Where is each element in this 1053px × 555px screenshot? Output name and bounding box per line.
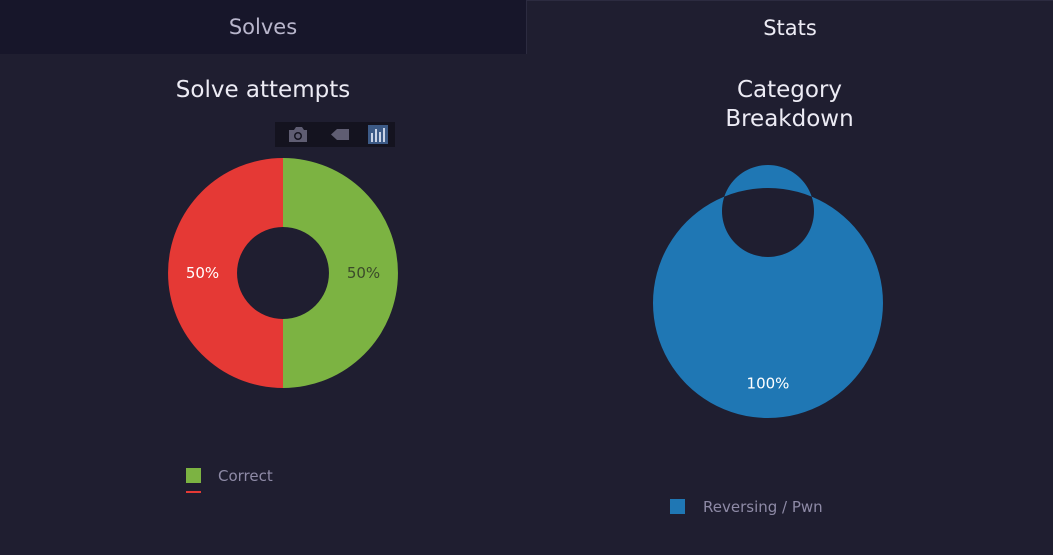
tab-stats[interactable]: Stats	[526, 0, 1053, 54]
category-breakdown-donut: 100%	[652, 164, 883, 418]
chart-title-line-1: Category	[736, 77, 843, 103]
legend-label-reversing-pwn[interactable]: Reversing / Pwn	[703, 498, 823, 516]
solve-attempts-panel: Solve attempts 50% 50%	[0, 54, 526, 555]
legend-swatch-reversing-pwn[interactable]	[670, 499, 685, 514]
solve-attempts-slice-0[interactable]	[283, 158, 398, 388]
legend-swatch-incorrect[interactable]	[186, 491, 201, 493]
category-breakdown-slice-label-0: 100%	[747, 375, 790, 393]
category-breakdown-panel: Category Breakdown 100% Reversing / Pwn	[526, 54, 1053, 555]
bar-chart-icon[interactable]	[367, 125, 389, 144]
tab-bar: Solves Stats	[0, 0, 1053, 54]
solve-attempts-slice-1[interactable]	[168, 158, 283, 388]
tab-solves[interactable]: Solves	[0, 0, 526, 54]
chart-title-category-breakdown: Category Breakdown	[526, 76, 1053, 134]
solve-attempts-slice-label-0: 50%	[347, 264, 380, 282]
tag-icon[interactable]	[329, 125, 351, 144]
camera-icon[interactable]	[287, 125, 309, 144]
chart-title-line-2: Breakdown	[725, 106, 854, 132]
chart-title-solve-attempts: Solve attempts	[175, 77, 351, 103]
category-breakdown-slice-0[interactable]	[652, 164, 883, 418]
chart-modebar	[275, 122, 395, 147]
legend-label-correct[interactable]: Correct	[218, 467, 273, 485]
solve-attempts-slice-label-1: 50%	[186, 264, 219, 282]
solve-attempts-donut: 50% 50%	[168, 158, 398, 388]
legend-swatch-correct[interactable]	[186, 468, 201, 483]
